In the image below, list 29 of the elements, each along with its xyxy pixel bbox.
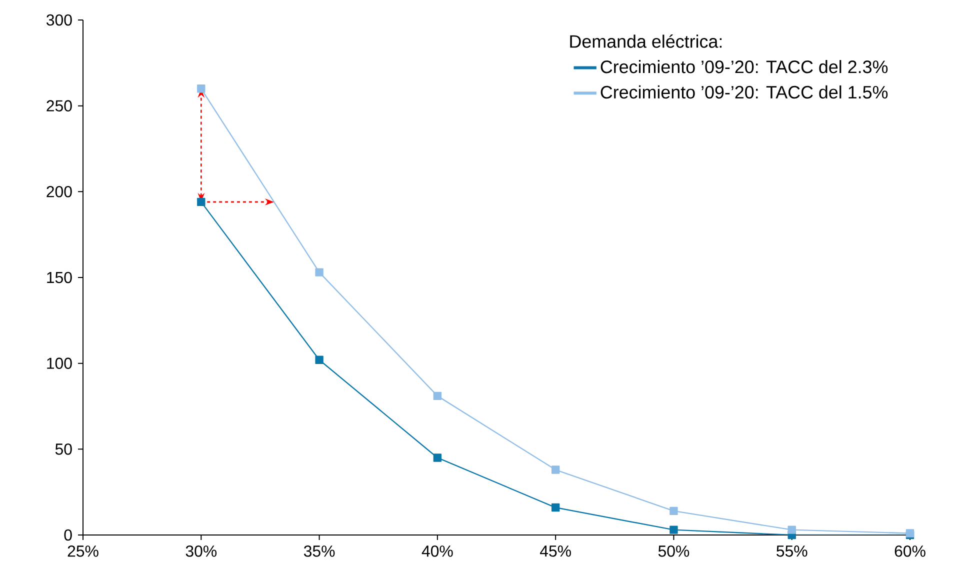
y-tick-label: 150 [47, 272, 72, 284]
legend-label: Crecimiento ’09-’20: TACC del 1.5% [600, 85, 888, 99]
y-tick-label: 200 [46, 186, 72, 198]
x-tick-label: 40% [422, 546, 453, 557]
legend-label: Crecimiento ’09-’20: TACC del 2.3% [600, 60, 888, 74]
point [788, 526, 796, 534]
legend-title: Demanda eléctrica: [570, 34, 722, 48]
point [433, 454, 442, 462]
point [551, 503, 560, 512]
point [197, 198, 206, 206]
x-tick-label: 60% [894, 546, 926, 557]
y-tick-label: 300 [46, 14, 72, 26]
x-tick-label: 25% [68, 546, 98, 557]
x-tick-label: 35% [304, 546, 335, 557]
y-tick-label: 50 [55, 444, 72, 455]
x-tick-label: 30% [186, 546, 217, 557]
x-tick-label: 50% [658, 546, 690, 557]
x-tick-label: 55% [776, 545, 808, 557]
point [197, 84, 206, 93]
point [315, 268, 324, 276]
y-tick-label: 0 [64, 529, 72, 541]
y-tick-label: 250 [46, 100, 72, 112]
point [433, 392, 442, 400]
point [670, 526, 678, 534]
point [315, 356, 324, 364]
point [670, 506, 678, 516]
x-tick-label: 45% [540, 545, 571, 557]
point [551, 466, 560, 474]
y-tick-label: 100 [47, 358, 72, 369]
